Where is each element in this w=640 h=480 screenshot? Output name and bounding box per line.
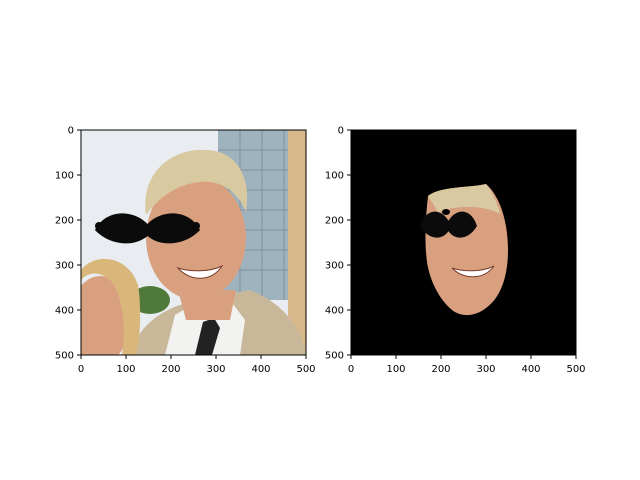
- y-tick-label-right: 200: [325, 216, 344, 227]
- axes-frame-left: [80, 129, 307, 356]
- y-tick-label-right: 100: [325, 171, 344, 182]
- x-tick-label-right: 300: [476, 364, 495, 375]
- face-cutout: [425, 184, 508, 316]
- photo-image: [81, 130, 306, 355]
- girl-hair: [81, 258, 141, 355]
- mask-hole: [442, 209, 450, 215]
- y-tick-label-left: 100: [55, 171, 74, 182]
- tie: [195, 318, 220, 355]
- y-tick-label-right: 300: [325, 261, 344, 272]
- mask-image: [351, 130, 576, 355]
- building-pillar: [288, 130, 306, 355]
- y-tick-label-left: 0: [68, 126, 74, 137]
- face-cutout-smile: [451, 265, 495, 278]
- x-tick-label-left: 100: [116, 364, 135, 375]
- x-tick-label-right: 0: [348, 364, 354, 375]
- x-tick-label-left: 500: [296, 364, 315, 375]
- y-tick-label-left: 500: [55, 351, 74, 362]
- x-tick-label-right: 100: [386, 364, 405, 375]
- x-tick-label-right: 400: [521, 364, 540, 375]
- mustache-curl-left: [95, 222, 103, 230]
- y-tick-label-right: 500: [325, 351, 344, 362]
- axis-ticks-left: 0 100 200 300 400 500 0 100 200 300 400 500: [55, 126, 316, 376]
- y-tick-label-left: 300: [55, 261, 74, 272]
- axes-frame-right: [350, 129, 577, 356]
- smile: [176, 264, 224, 279]
- y-tick-label-left: 200: [55, 216, 74, 227]
- girl-face: [81, 276, 130, 355]
- y-tick-label-left: 400: [55, 306, 74, 317]
- x-tick-label-left: 200: [161, 364, 180, 375]
- x-tick-label-left: 400: [251, 364, 270, 375]
- face-cutout-hair: [428, 184, 500, 214]
- x-tick-label-right: 200: [431, 364, 450, 375]
- x-tick-label-right: 500: [566, 364, 585, 375]
- y-tick-label-right: 0: [338, 126, 344, 137]
- panel-left: 0 100 200 300 400 500 0 100 200 300 400 500: [55, 126, 316, 376]
- face: [146, 176, 246, 300]
- mustache-curl-right: [192, 222, 200, 230]
- hair: [145, 149, 248, 215]
- panel-right: 0 100 200 300 400 500 0 100 200 300 400 500: [325, 126, 586, 376]
- y-tick-label-right: 400: [325, 306, 344, 317]
- x-tick-label-left: 300: [206, 364, 225, 375]
- axis-ticks-right: 0 100 200 300 400 500 0 100 200 300 400 500: [325, 126, 586, 376]
- x-tick-label-left: 0: [78, 364, 84, 375]
